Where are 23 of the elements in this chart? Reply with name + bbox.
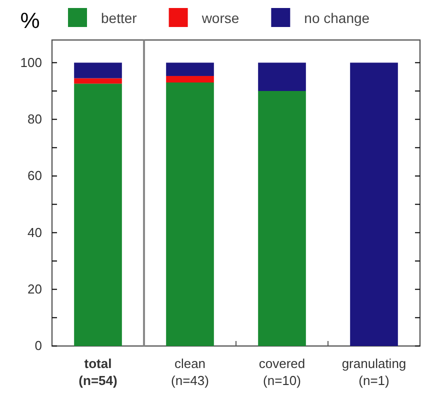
y-tick-label: 60 [28, 168, 42, 184]
x-tick-label: clean (n=43) [171, 356, 209, 388]
bar [166, 82, 214, 346]
y-axis-title: % [20, 8, 40, 33]
y-tick-label: 40 [28, 224, 42, 240]
bar [350, 62, 398, 346]
legend-label: better [101, 10, 138, 26]
bar [258, 62, 306, 91]
legend-label: no change [304, 10, 370, 26]
legend-label: worse [200, 10, 240, 26]
x-tick-label: total (n=54) [78, 356, 118, 388]
bar [74, 62, 122, 78]
y-tick-label: 100 [20, 54, 42, 70]
bar [166, 62, 214, 76]
y-tick-label: 0 [34, 338, 42, 354]
y-tick-label: 20 [28, 281, 42, 296]
bar [258, 91, 306, 346]
y-tick-label: 80 [28, 111, 42, 126]
bar [74, 84, 122, 346]
bar [74, 78, 122, 84]
bar [166, 76, 214, 82]
x-tick-label: granulating (n=1) [342, 356, 406, 388]
x-tick-label: covered (n=10) [258, 356, 306, 388]
